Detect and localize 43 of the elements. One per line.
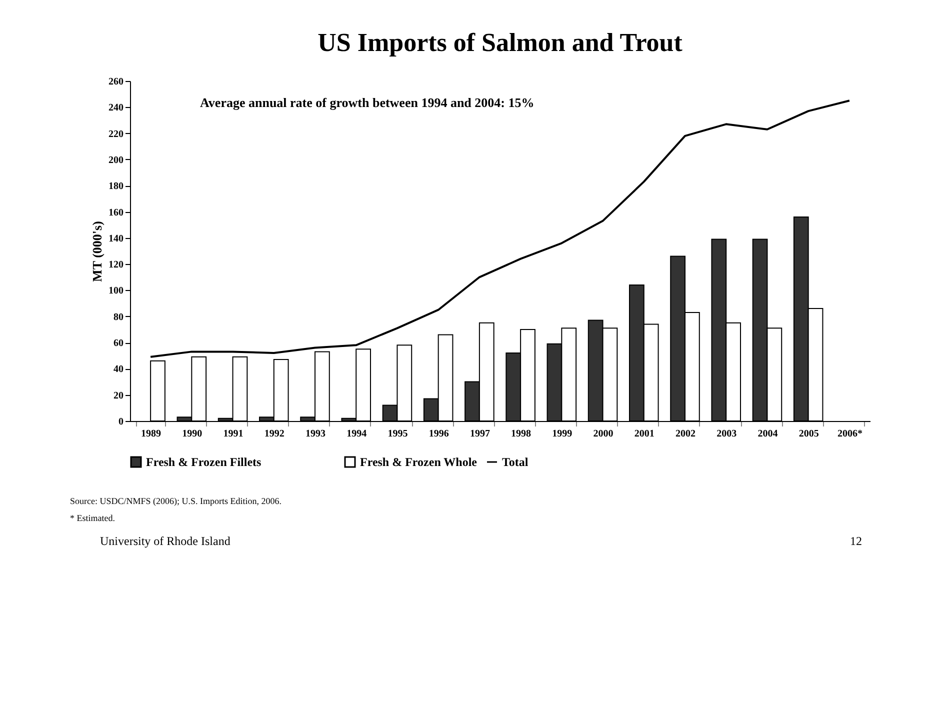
x-tick-label: 1994 (346, 428, 367, 440)
x-tick-label: 1991 (223, 428, 244, 440)
annotation: Average annual rate of growth between 1994 and 2004: 15% (200, 95, 534, 110)
x-tick-label: 1999 (552, 428, 572, 440)
legend-label: Fresh & Frozen Whole (360, 455, 478, 469)
x-tick-label: 1995 (388, 428, 408, 440)
text: University of Rhode Island (100, 534, 230, 548)
x-tick-label: 1993 (306, 428, 326, 440)
y-tick-label: 40 (114, 364, 124, 376)
y-tick-label: 160 (108, 207, 124, 218)
text: * Estimated. (70, 513, 115, 523)
y-tick-label: 100 (108, 286, 124, 297)
x-tick-label: 2000 (593, 428, 614, 440)
y-tick-label: 60 (114, 338, 124, 350)
y-tick-label: 80 (114, 312, 124, 323)
x-tick-label: 1992 (264, 428, 284, 440)
y-tick-label: 220 (108, 128, 124, 140)
y-tick-label: 120 (108, 260, 124, 271)
legend-label: Fresh & Frozen Fillets (146, 455, 262, 469)
y-tick-label: 20 (114, 390, 124, 402)
y-tick-label: 180 (108, 181, 124, 192)
y-tick-label: 240 (108, 102, 124, 114)
y-tick-label: 260 (108, 76, 124, 88)
y-tick-label: 140 (108, 233, 124, 244)
x-tick-label: 2003 (716, 428, 737, 440)
text: 12 (850, 534, 862, 548)
x-tick-label: 1997 (470, 428, 490, 440)
x-tick-label: 1998 (511, 428, 532, 440)
x-tick-label: 2004 (758, 428, 778, 440)
x-tick-label: 2006* (837, 428, 862, 440)
line-series (150, 100, 850, 358)
x-tick-label: 1990 (182, 428, 202, 440)
legend-label: Total (502, 455, 529, 469)
x-tick-label: 2005 (798, 428, 819, 440)
x-tick-label: 2002 (676, 428, 696, 440)
chart-title: US Imports of Salmon and Trout (318, 28, 683, 57)
source-note: Source: USDC/NMFS (2006); U.S. Imports Edition, 2006. (70, 496, 282, 506)
y-tick-label: 0 (118, 416, 124, 428)
x-tick-label: 1996 (428, 428, 449, 440)
x-tick-label: 2001 (634, 428, 654, 440)
x-tick-label: 1989 (141, 428, 162, 440)
y-tick-label: 200 (108, 154, 124, 166)
y-axis-title: MT (000's) (90, 221, 104, 282)
